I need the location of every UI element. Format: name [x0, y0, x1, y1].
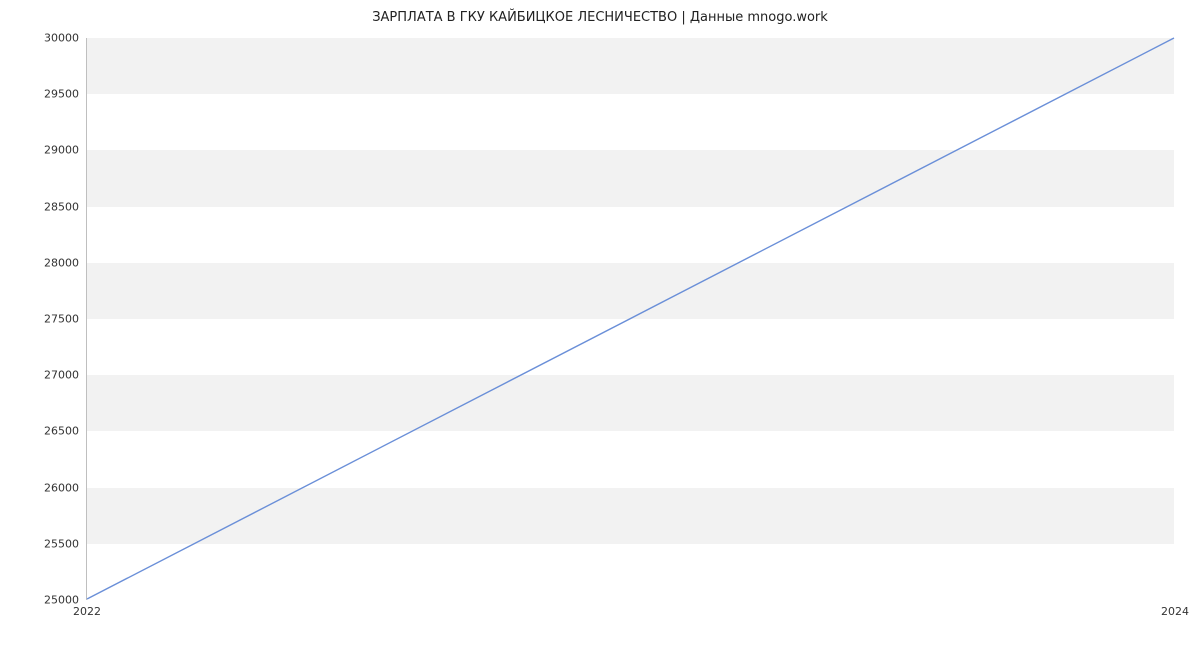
- y-tick-label: 30000: [44, 32, 87, 45]
- plot-area: 2500025500260002650027000275002800028500…: [86, 38, 1174, 600]
- y-tick-label: 28500: [44, 200, 87, 213]
- y-tick-label: 29500: [44, 88, 87, 101]
- y-tick-label: 29000: [44, 144, 87, 157]
- x-tick-label: 2024: [1161, 599, 1189, 618]
- x-tick-label: 2022: [73, 599, 101, 618]
- salary-line-chart: ЗАРПЛАТА В ГКУ КАЙБИЦКОЕ ЛЕСНИЧЕСТВО | Д…: [0, 0, 1200, 650]
- y-tick-label: 27500: [44, 313, 87, 326]
- chart-title: ЗАРПЛАТА В ГКУ КАЙБИЦКОЕ ЛЕСНИЧЕСТВО | Д…: [0, 10, 1200, 25]
- line-layer: [87, 38, 1174, 599]
- series-line-salary: [87, 38, 1174, 599]
- y-tick-label: 26000: [44, 481, 87, 494]
- y-tick-label: 25500: [44, 537, 87, 550]
- y-tick-label: 26500: [44, 425, 87, 438]
- y-tick-label: 27000: [44, 369, 87, 382]
- y-tick-label: 28000: [44, 256, 87, 269]
